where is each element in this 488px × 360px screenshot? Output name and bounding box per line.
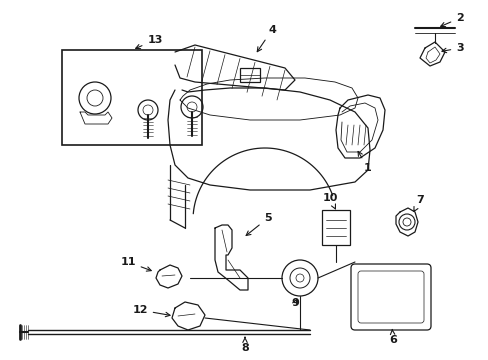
FancyBboxPatch shape	[357, 271, 423, 323]
Bar	[321, 210, 349, 245]
Text: 8: 8	[241, 337, 248, 353]
Text: 11: 11	[120, 257, 151, 271]
Text: 2: 2	[440, 13, 463, 27]
Text: 13: 13	[135, 35, 163, 49]
Bar	[240, 68, 260, 82]
Text: 1: 1	[357, 152, 371, 173]
Text: 12: 12	[132, 305, 170, 317]
Text: 10: 10	[322, 193, 337, 209]
Text: 4: 4	[257, 25, 275, 52]
FancyBboxPatch shape	[350, 264, 430, 330]
Bar	[62, 50, 202, 145]
Text: 6: 6	[388, 329, 396, 345]
Text: 3: 3	[441, 43, 463, 53]
Text: 5: 5	[245, 213, 271, 235]
Text: 7: 7	[413, 195, 423, 211]
Text: 9: 9	[290, 298, 298, 308]
